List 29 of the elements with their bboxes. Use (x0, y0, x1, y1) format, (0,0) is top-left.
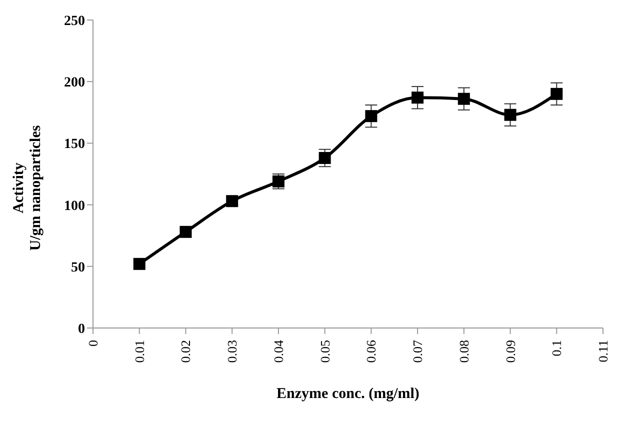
x-tick-label: 0.01 (132, 340, 147, 363)
y-tick-label: 250 (64, 14, 85, 29)
x-tick-label: 0.08 (456, 340, 472, 363)
x-tick-label: 0.06 (364, 340, 379, 363)
y-tick-label: 150 (64, 137, 85, 152)
point (318, 152, 331, 164)
point (133, 258, 146, 270)
y-axis-title: Activity U/gm nanoparticles (11, 125, 45, 251)
point (458, 92, 470, 105)
point (226, 195, 238, 208)
point (180, 226, 192, 238)
x-tick-label: 0 (86, 340, 100, 346)
point (412, 92, 424, 104)
x-tick-label: 0.04 (270, 340, 286, 363)
x-tick-label: 0.05 (317, 340, 332, 363)
x-tick-label: 0.11 (596, 340, 610, 362)
x-tick-label: 0.09 (502, 340, 518, 363)
x-tick-label: 0.07 (410, 340, 426, 363)
y-tick-label: 100 (64, 198, 85, 214)
x-tick-label: 0.02 (178, 340, 194, 363)
y-tick-label: 50 (71, 260, 85, 276)
point (550, 88, 563, 100)
point (365, 110, 378, 122)
y-tick-label: 0 (78, 322, 85, 337)
x-tick-label: 0.03 (224, 340, 240, 363)
y-tick-label: 200 (64, 76, 85, 91)
point (504, 108, 516, 121)
x-tick-label: 0.1 (549, 340, 564, 356)
x-axis-title: Enzyme conc. (mg/ml) (276, 386, 420, 403)
